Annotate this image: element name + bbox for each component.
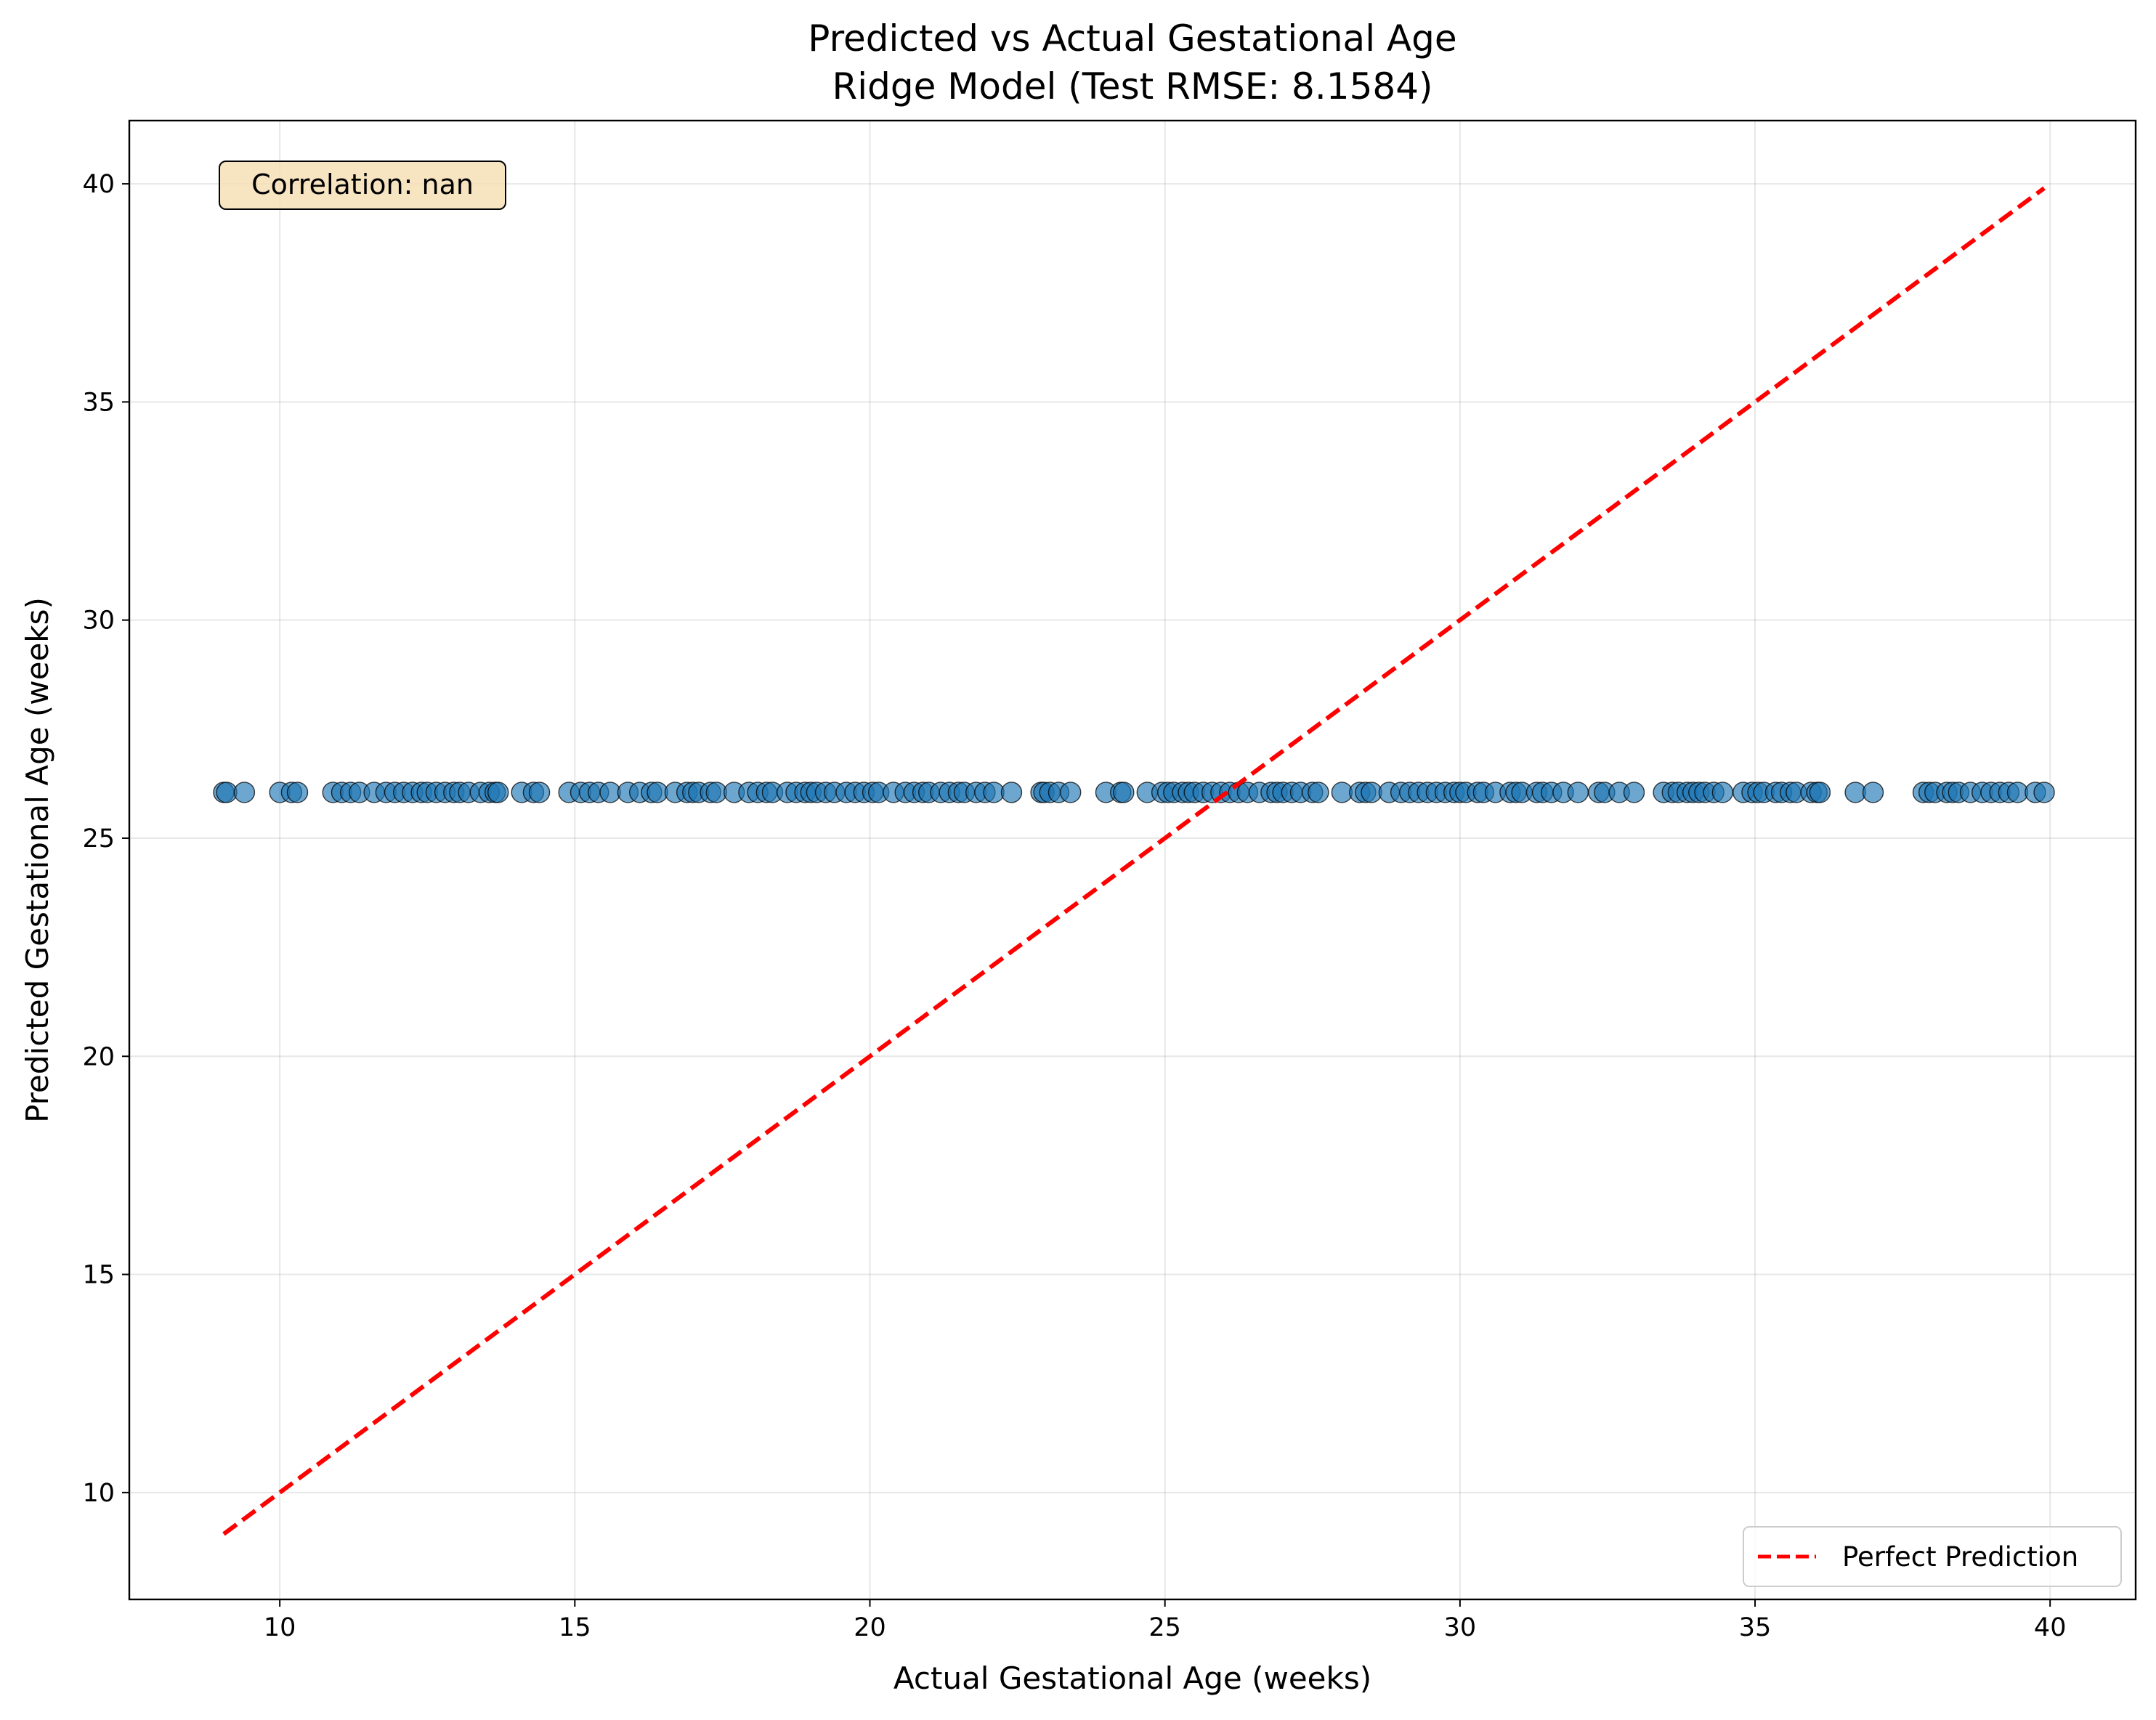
perfect-prediction-series: [222, 186, 2046, 1536]
data-point: [528, 782, 551, 803]
legend-box: [1743, 1526, 2122, 1587]
x-tick-label: 30: [1444, 1613, 1477, 1642]
data-point: [1623, 782, 1645, 803]
y-tick-label: 30: [82, 607, 115, 636]
chart-title-line-2: Ridge Model (Test RMSE: 8.1584): [832, 65, 1432, 108]
data-point: [1000, 782, 1023, 803]
x-axis-ticks: 10 15 20 25 30 35 40: [264, 1599, 2067, 1642]
correlation-annotation: Correlation: nan: [219, 161, 506, 210]
perfect-prediction-line: [222, 186, 2046, 1536]
plot-area-frame: [128, 119, 2137, 1601]
y-tick-label: 40: [82, 170, 115, 199]
data-point: [286, 782, 309, 803]
correlation-text: Correlation: nan: [251, 169, 474, 200]
data-point: [1862, 782, 1884, 803]
x-axis-label: Actual Gestational Age (weeks): [893, 1660, 1371, 1696]
x-tick-label: 40: [2034, 1613, 2067, 1642]
y-tick-label: 15: [82, 1261, 115, 1290]
legend-entry-perfect-prediction: Perfect Prediction: [1842, 1541, 2078, 1573]
data-points: [213, 782, 2055, 803]
data-point: [1113, 782, 1135, 803]
y-tick-label: 35: [82, 388, 115, 417]
data-point: [1060, 782, 1082, 803]
data-point: [1308, 782, 1329, 803]
chart-title-line-1: Predicted vs Actual Gestational Age: [808, 17, 1456, 60]
data-point: [1711, 782, 1734, 803]
y-tick-label: 10: [82, 1479, 115, 1508]
x-tick-label: 10: [264, 1613, 296, 1642]
data-point: [487, 782, 509, 803]
x-tick-label: 25: [1148, 1613, 1181, 1642]
y-axis-ticks: 10 15 20 25 30 35 40: [82, 170, 129, 1508]
x-tick-label: 35: [1739, 1613, 1772, 1642]
gridlines: [129, 121, 2136, 1599]
data-point: [1809, 782, 1831, 803]
x-tick-label: 15: [559, 1613, 591, 1642]
y-tick-label: 25: [82, 824, 115, 853]
x-tick-label: 20: [854, 1613, 886, 1642]
data-point: [2033, 782, 2055, 803]
annotation-box: [219, 161, 506, 210]
data-point: [233, 782, 256, 803]
legend: Perfect Prediction: [1743, 1526, 2122, 1587]
y-tick-label: 20: [82, 1042, 115, 1071]
y-axis-label: Predicted Gestational Age (weeks): [20, 597, 55, 1123]
data-point: [1567, 782, 1589, 803]
